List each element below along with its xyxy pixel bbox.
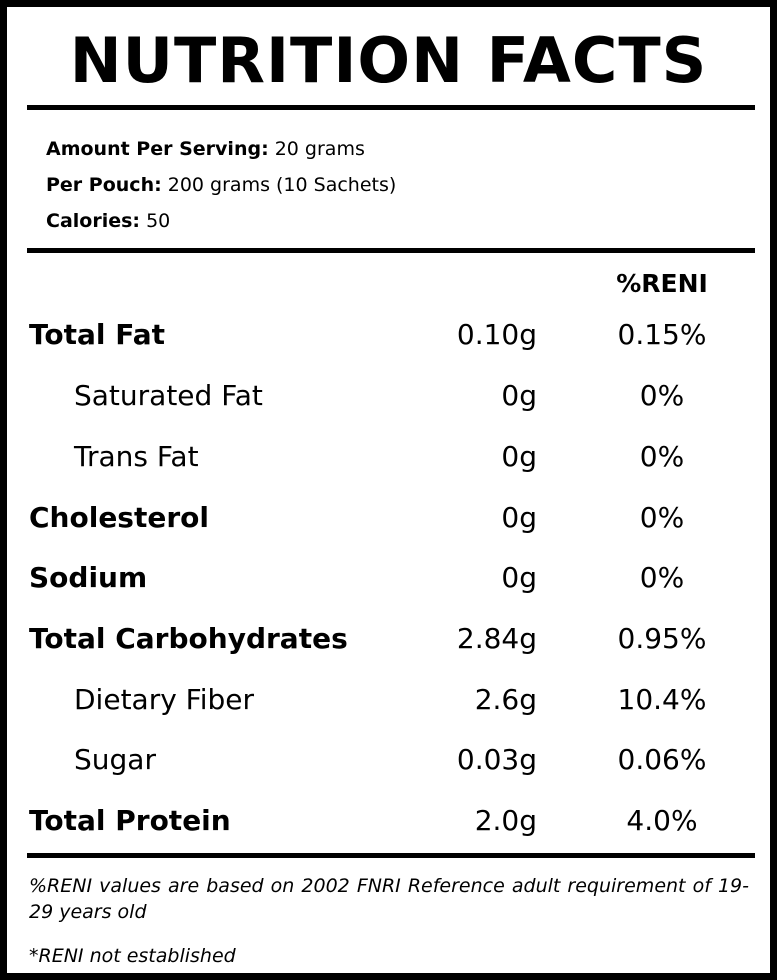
nutrient-reni: 4.0% [626,804,698,837]
nutrient-amount: 0g [501,379,537,412]
amount-per-serving-value: 20 grams [274,138,365,160]
reni-basis-footnote: %RENI values are based on 2002 FNRI Refe… [29,875,749,923]
nutrient-amount: 0g [501,501,537,534]
nutrient-amount: 2.6g [474,683,537,716]
nutrient-row-total-fat: Total Fat 0.10g 0.15% [7,315,770,355]
nutrient-reni: 0.95% [617,622,707,655]
calories: Calories: 50 [46,209,170,233]
nutrient-row-sodium: Sodium 0g 0% [7,558,770,598]
per-pouch-value: 200 grams (10 Sachets) [167,174,397,196]
nutrient-name: Sugar [74,743,156,776]
nutrient-amount: 0.10g [456,318,537,351]
nutrient-amount: 2.84g [456,622,537,655]
nutrient-name: Cholesterol [29,501,209,534]
reni-column-header: %RENI [616,269,708,298]
nutrient-reni: 0.15% [617,318,707,351]
per-pouch-label: Per Pouch: [46,174,162,196]
nutrient-row-dietary-fiber: Dietary Fiber 2.6g 10.4% [7,680,770,720]
nutrient-amount: 0.03g [456,743,537,776]
nutrient-name: Sodium [29,561,148,594]
nutrient-name: Trans Fat [74,440,199,473]
nutrient-row-total-carbohydrates: Total Carbohydrates 2.84g 0.95% [7,619,770,659]
calories-value: 50 [146,210,171,232]
per-pouch: Per Pouch: 200 grams (10 Sachets) [46,173,396,197]
calories-label: Calories: [46,210,141,232]
nutrient-amount: 0g [501,561,537,594]
nutrient-name: Total Protein [29,804,231,837]
divider-top [27,105,755,110]
nutrient-row-total-protein: Total Protein 2.0g 4.0% [7,801,770,841]
nutrient-name: Total Fat [29,318,166,351]
nutrient-reni: 0% [639,440,685,473]
nutrient-name: Saturated Fat [74,379,263,412]
amount-per-serving: Amount Per Serving: 20 grams [46,137,365,161]
nutrient-row-sugar: Sugar 0.03g 0.06% [7,740,770,780]
reni-not-established-footnote: *RENI not established [29,945,236,967]
nutrient-row-trans-fat: Trans Fat 0g 0% [7,437,770,477]
nutrient-reni: 0% [639,561,685,594]
nutrient-reni: 10.4% [617,683,707,716]
nutrient-reni: 0% [639,501,685,534]
label-title: NUTRITION FACTS [69,24,708,97]
nutrient-reni: 0.06% [617,743,707,776]
divider-middle [27,248,755,253]
nutrient-amount: 0g [501,440,537,473]
amount-per-serving-label: Amount Per Serving: [46,138,269,160]
nutrient-row-saturated-fat: Saturated Fat 0g 0% [7,376,770,416]
divider-bottom [27,853,755,858]
nutrient-name: Dietary Fiber [74,683,255,716]
nutrient-amount: 2.0g [474,804,537,837]
nutrient-reni: 0% [639,379,685,412]
nutrient-row-cholesterol: Cholesterol 0g 0% [7,498,770,538]
nutrient-name: Total Carbohydrates [29,622,348,655]
